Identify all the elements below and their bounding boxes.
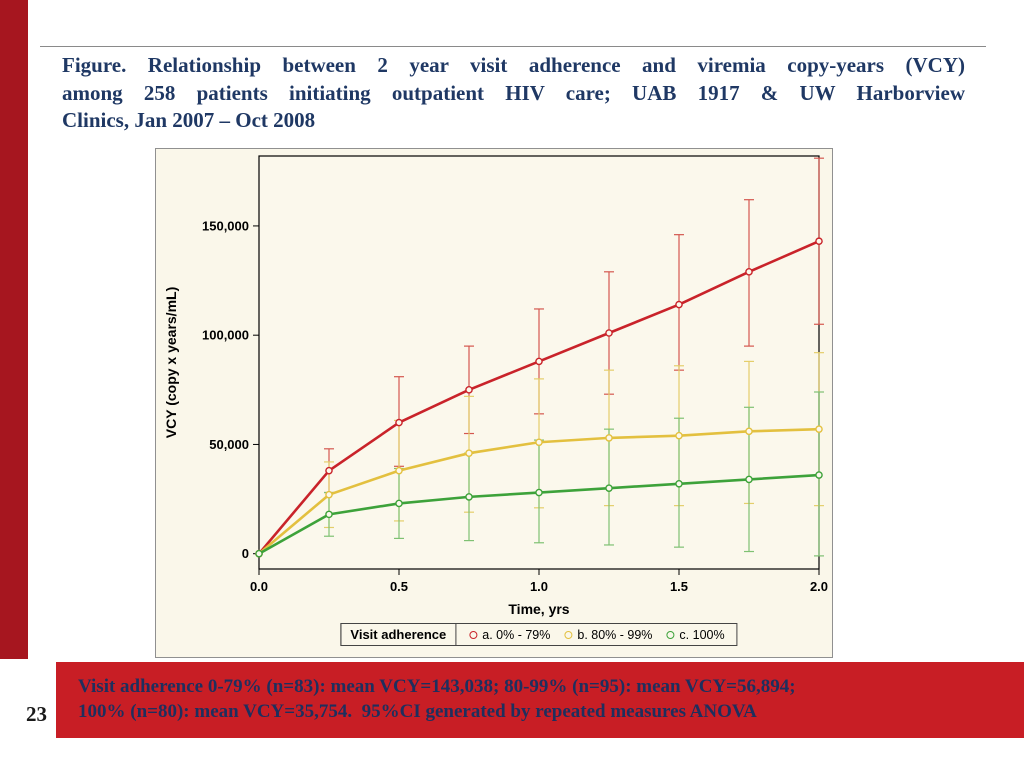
top-rule — [40, 46, 986, 47]
data-point — [535, 488, 543, 497]
title-line-1: Figure. Relationship between 2 year visi… — [62, 53, 965, 77]
data-point — [675, 431, 683, 440]
legend-label-green: c. 100% — [679, 627, 725, 642]
x-tick-label: 0.5 — [390, 579, 408, 594]
data-point — [745, 427, 753, 436]
data-point — [815, 425, 823, 433]
y-tick-label: 0 — [242, 546, 249, 561]
chart-legend: Visit adherence a. 0% - 79% b. 80% - 99%… — [340, 623, 738, 646]
chart-figure: 0 50,000 100,000 150,000 0.0 0.5 1.0 1.5 2.0 VCY … — [155, 148, 833, 658]
page-number: 23 — [26, 702, 47, 726]
legend-label-red: a. 0% - 79% — [482, 627, 551, 642]
legend-title: Visit adherence — [340, 623, 457, 646]
data-point — [675, 479, 683, 488]
legend-marker-yellow-icon — [564, 630, 573, 639]
title-line-2: among 258 patients initiating outpatient… — [62, 80, 965, 105]
y-tick-label: 150,000 — [202, 218, 249, 233]
data-point — [465, 493, 473, 501]
data-point — [745, 268, 753, 276]
footer-line-1: Visit adherence 0-79% (n=83): mean VCY=1… — [78, 676, 796, 697]
x-axis-label: Time, yrs — [508, 601, 569, 617]
y-axis-label: VCY (copy x years/mL) — [163, 287, 179, 438]
data-point — [535, 438, 543, 447]
data-point — [465, 449, 473, 457]
figure-title: Figure. Relationship between 2 year visi… — [62, 52, 965, 135]
data-point — [325, 510, 333, 519]
left-accent-bar — [0, 0, 28, 659]
footer-band: Visit adherence 0-79% (n=83): mean VCY=1… — [56, 662, 1024, 738]
data-point — [815, 237, 823, 246]
data-point — [745, 475, 753, 484]
data-point — [535, 357, 543, 366]
y-tick-label: 100,000 — [202, 328, 249, 343]
legend-marker-red-icon — [469, 630, 478, 639]
footer-line-2: 100% (n=80): mean VCY=35,754. 95%CI gene… — [78, 701, 757, 722]
data-point — [395, 418, 403, 427]
data-point — [325, 466, 333, 475]
legend-marker-green-icon — [666, 630, 675, 639]
y-tick-label: 50,000 — [209, 437, 249, 452]
data-point — [605, 329, 613, 337]
data-point — [465, 386, 473, 394]
legend-entry-green: c. 100% — [666, 627, 725, 642]
data-point — [605, 434, 613, 442]
x-tick-label: 1.5 — [670, 579, 688, 594]
data-point — [815, 471, 823, 479]
title-line-3: Clinics, Jan 2007 – Oct 2008 — [62, 108, 316, 132]
x-tick-label: 2.0 — [810, 579, 828, 594]
vcy-line-chart: 0 50,000 100,000 150,000 0.0 0.5 1.0 1.5 2.0 VCY … — [163, 155, 828, 617]
data-point — [675, 300, 683, 309]
legend-entry-red: a. 0% - 79% — [469, 628, 550, 642]
data-point — [255, 549, 263, 558]
data-point — [395, 499, 403, 508]
legend-label-yellow: b. 80% - 99% — [577, 627, 653, 642]
data-point — [325, 490, 333, 499]
data-point — [605, 484, 613, 492]
x-tick-label: 0.0 — [250, 579, 268, 594]
data-point — [395, 466, 403, 475]
x-tick-label: 1.0 — [530, 579, 548, 594]
legend-entry-yellow: b. 80% - 99% — [564, 628, 652, 642]
